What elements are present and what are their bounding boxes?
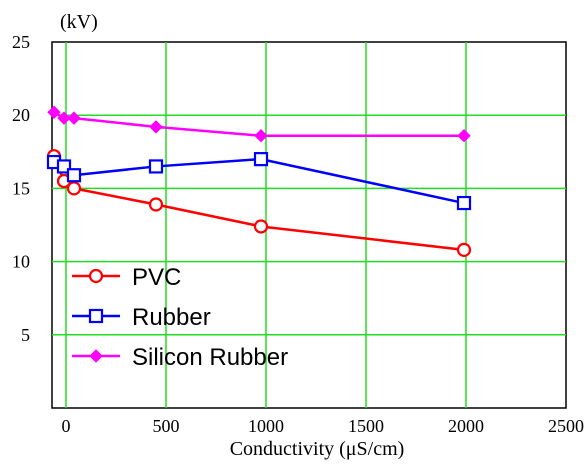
tick-labels: 0 500 1000 1500 2000 2500 5 10 15 20 25	[12, 32, 584, 436]
x-tick-label: 1500	[348, 416, 384, 436]
x-tick-label: 500	[153, 416, 180, 436]
plot-frame	[51, 41, 567, 409]
data-point	[253, 219, 269, 234]
data-point	[254, 128, 268, 143]
data-point	[67, 111, 81, 125]
data-point	[253, 152, 269, 167]
data-point	[57, 111, 71, 125]
y-tick-label: 20	[12, 105, 30, 125]
grid	[52, 42, 566, 408]
x-axis-label: Conductivity (μS/cm)	[230, 438, 405, 460]
series-layer	[46, 105, 472, 257]
data-point	[149, 120, 163, 134]
series-silicon-rubber	[47, 105, 471, 143]
legend-item: PVC	[72, 264, 181, 291]
data-point	[88, 308, 104, 324]
y-tick-label: 10	[12, 252, 30, 272]
legend-label: Rubber	[132, 304, 211, 331]
legend-label: PVC	[132, 264, 181, 291]
x-tick-label: 0	[62, 416, 71, 436]
x-tick-label: 2500	[548, 416, 584, 436]
y-tick-label: 5	[21, 325, 30, 345]
data-point	[456, 195, 472, 211]
data-point	[456, 242, 472, 257]
x-tick-label: 2000	[448, 416, 484, 436]
data-point	[148, 159, 164, 174]
legend-label: Silicon Rubber	[132, 344, 288, 371]
data-point	[66, 181, 82, 196]
data-point	[66, 168, 82, 183]
series-rubber	[46, 152, 472, 211]
data-point	[457, 128, 471, 143]
data-point	[88, 268, 104, 284]
y-axis-label: (kV)	[60, 11, 98, 33]
legend-item: Silicon Rubber	[72, 344, 288, 371]
data-point	[89, 349, 103, 363]
y-tick-label: 15	[12, 178, 30, 198]
data-point	[47, 105, 61, 119]
legend-item: Rubber	[72, 304, 211, 331]
y-tick-label: 25	[12, 32, 30, 52]
x-tick-label: 1000	[248, 416, 284, 436]
legend: PVC Rubber Silicon Rubber	[72, 264, 288, 371]
data-point	[148, 197, 164, 212]
